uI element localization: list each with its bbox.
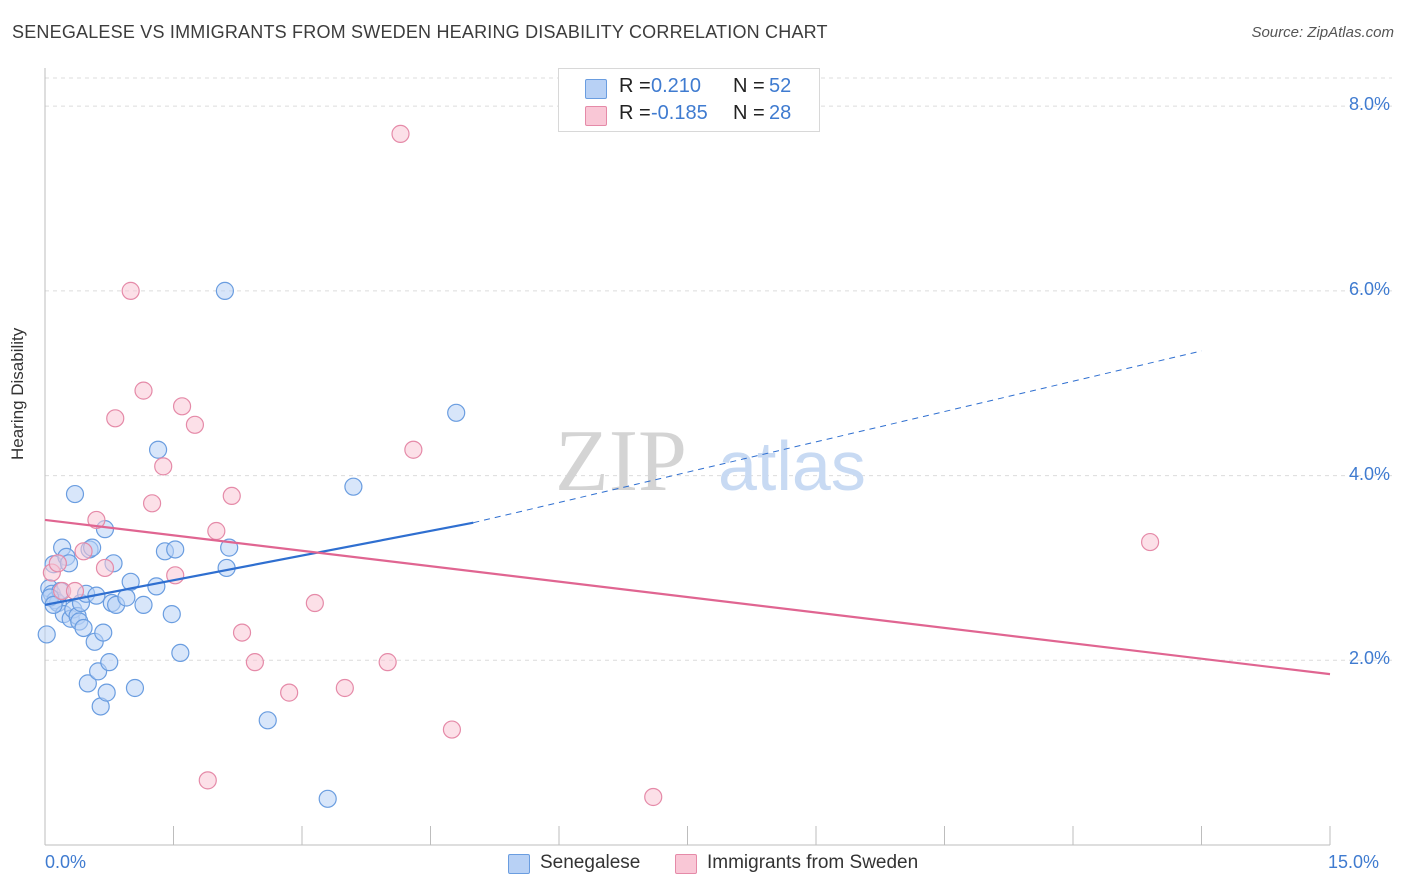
r-label: R =: [619, 75, 651, 97]
senegalese-point[interactable]: [100, 653, 119, 672]
sweden-point[interactable]: [280, 683, 299, 702]
y-tick-label: 4.0%: [1349, 463, 1391, 484]
gridlines: [45, 77, 1392, 661]
y-tick-label: 6.0%: [1349, 278, 1391, 299]
senegalese-point[interactable]: [215, 281, 234, 300]
sweden-point[interactable]: [391, 124, 410, 143]
senegalese-point[interactable]: [78, 674, 97, 693]
y-tick-label: 8.0%: [1349, 94, 1391, 115]
senegalese-point[interactable]: [117, 588, 136, 607]
sweden-point[interactable]: [222, 486, 241, 506]
senegalese-point[interactable]: [97, 683, 116, 702]
senegalese-point[interactable]: [258, 711, 277, 730]
sweden-trend-line: [44, 518, 1331, 676]
sweden-point[interactable]: [142, 494, 162, 513]
sweden-point[interactable]: [172, 397, 192, 416]
watermark-atlas: atlas: [718, 427, 866, 505]
data-points: [37, 124, 1160, 808]
x-tick-label: 0.0%: [45, 852, 87, 872]
legend-label-sweden: Immigrants from Sweden: [707, 852, 919, 873]
senegalese-point[interactable]: [171, 643, 190, 663]
senegalese-point[interactable]: [344, 477, 363, 496]
senegalese-trend-line: [44, 521, 474, 606]
sweden-point[interactable]: [154, 457, 173, 476]
source-label: Source: ZipAtlas.com: [1251, 24, 1394, 41]
chart-title: SENEGALESE VS IMMIGRANTS FROM SWEDEN HEA…: [12, 22, 828, 42]
sweden-point[interactable]: [404, 440, 423, 459]
sweden-swatch: [585, 106, 607, 126]
senegalese-point[interactable]: [121, 572, 140, 591]
senegalese-swatch: [585, 79, 607, 99]
senegalese-point[interactable]: [162, 605, 181, 624]
n-value: 28: [769, 102, 792, 124]
sweden-point[interactable]: [87, 510, 106, 530]
sweden-point[interactable]: [134, 381, 153, 400]
senegalese-point[interactable]: [134, 595, 153, 614]
sweden-point[interactable]: [245, 653, 264, 672]
senegalese-point[interactable]: [318, 789, 337, 808]
r-value: 0.210: [651, 75, 702, 97]
senegalese-point[interactable]: [166, 540, 185, 559]
senegalese-point[interactable]: [148, 440, 168, 459]
sweden-point[interactable]: [335, 678, 354, 698]
sweden-point[interactable]: [106, 409, 125, 428]
legend-swatch-sweden: [675, 854, 697, 874]
sweden-point[interactable]: [207, 521, 226, 541]
watermark: ZIP atlas: [555, 413, 866, 510]
n-label: N =: [733, 102, 765, 124]
n-label: N =: [733, 75, 765, 97]
senegalese-point[interactable]: [37, 625, 56, 644]
sweden-point[interactable]: [198, 771, 217, 790]
senegalese-trend-extension: [473, 350, 1202, 524]
trend-lines: [44, 350, 1331, 676]
sweden-point[interactable]: [232, 623, 252, 642]
senegalese-point[interactable]: [65, 484, 85, 504]
senegalese-point[interactable]: [147, 577, 166, 596]
stats-legend-box: R = 0.210 N = 52 R = -0.185 N = 28: [558, 68, 820, 132]
sweden-point[interactable]: [48, 554, 67, 573]
sweden-point[interactable]: [121, 281, 140, 300]
n-value: 52: [769, 75, 792, 97]
senegalese-point[interactable]: [125, 678, 145, 698]
x-tick-label: 15.0%: [1328, 852, 1380, 872]
sweden-point[interactable]: [442, 720, 462, 739]
y-tick-label: 2.0%: [1349, 648, 1391, 669]
sweden-point[interactable]: [185, 415, 205, 434]
sweden-point[interactable]: [1140, 532, 1160, 552]
legend-label-senegalese: Senegalese: [540, 852, 641, 873]
watermark-zip: ZIP: [555, 413, 687, 510]
sweden-point[interactable]: [95, 558, 115, 578]
sweden-point[interactable]: [74, 542, 93, 561]
sweden-point[interactable]: [378, 653, 397, 672]
r-label: R =: [619, 102, 651, 124]
r-value: -0.185: [651, 102, 708, 124]
sweden-point[interactable]: [305, 593, 324, 613]
senegalese-point[interactable]: [447, 403, 466, 422]
legend-swatch-senegalese: [508, 854, 530, 874]
senegalese-point[interactable]: [74, 618, 93, 638]
y-axis-label: Hearing Disability: [8, 327, 27, 460]
axes: [44, 68, 1331, 846]
sweden-point[interactable]: [644, 787, 663, 807]
senegalese-point[interactable]: [94, 623, 113, 642]
